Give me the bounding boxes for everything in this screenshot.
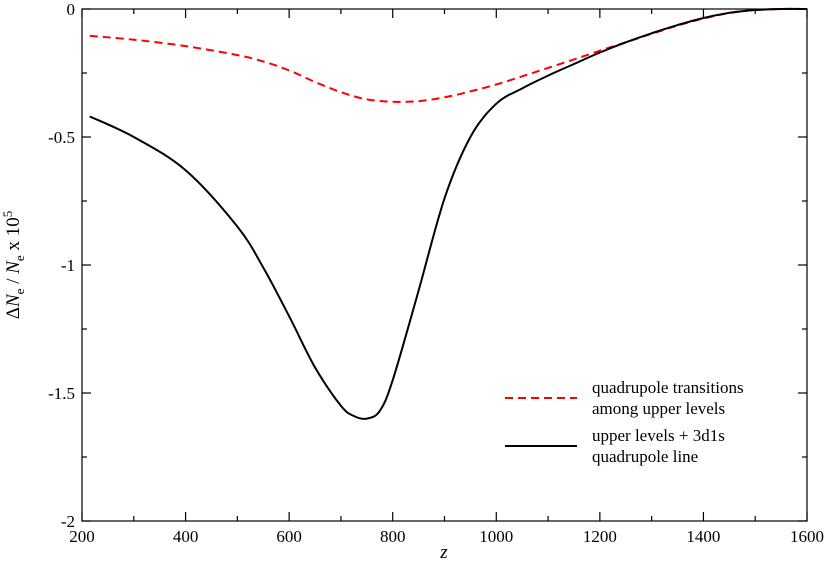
- legend-label-solid-line1: upper levels + 3d1s: [592, 426, 725, 445]
- y-axis-title-sub2: e: [12, 255, 27, 261]
- x-tick-label: 600: [276, 527, 302, 546]
- y-axis-title-n1: N: [3, 293, 24, 308]
- series-group: [89, 7, 808, 420]
- x-axis-title: z: [439, 542, 448, 561]
- legend: quadrupole transitions among upper level…: [505, 378, 744, 466]
- x-tick-label: 200: [69, 527, 95, 546]
- series-line-dashed: [89, 7, 808, 103]
- y-axis-title-slash: /: [3, 274, 24, 289]
- legend-label-dashed-line1: quadrupole transitions: [592, 378, 744, 397]
- y-tick-label: -0.5: [48, 128, 75, 147]
- y-tick-label: -2: [61, 512, 75, 531]
- y-axis-title: ΔNe / Ne x 105: [0, 211, 27, 319]
- series-line-solid: [89, 7, 808, 420]
- ticks: 200 400 600 800 1000 1200 1400 1600 0 -0.5 -1 -1.5 -…: [48, 0, 824, 546]
- x-tick-label: 1600: [790, 527, 824, 546]
- y-axis-title-sub1: e: [12, 288, 27, 294]
- y-axis-title-times: x 10: [3, 217, 24, 255]
- y-axis-title-delta: Δ: [3, 307, 24, 319]
- y-tick-label: -1.5: [48, 384, 75, 403]
- x-tick-label: 1000: [479, 527, 513, 546]
- x-tick-label: 1400: [686, 527, 720, 546]
- y-tick-label: -1: [61, 256, 75, 275]
- x-tick-label: 1200: [583, 527, 617, 546]
- legend-label-dashed-line2: among upper levels: [592, 399, 725, 418]
- x-tick-label: 800: [380, 527, 406, 546]
- y-axis-title-exp: 5: [0, 211, 15, 218]
- legend-label-solid-line2: quadrupole line: [592, 447, 698, 466]
- y-tick-label: 0: [67, 0, 76, 19]
- y-axis-title-n2: N: [3, 260, 24, 275]
- x-tick-label: 400: [173, 527, 199, 546]
